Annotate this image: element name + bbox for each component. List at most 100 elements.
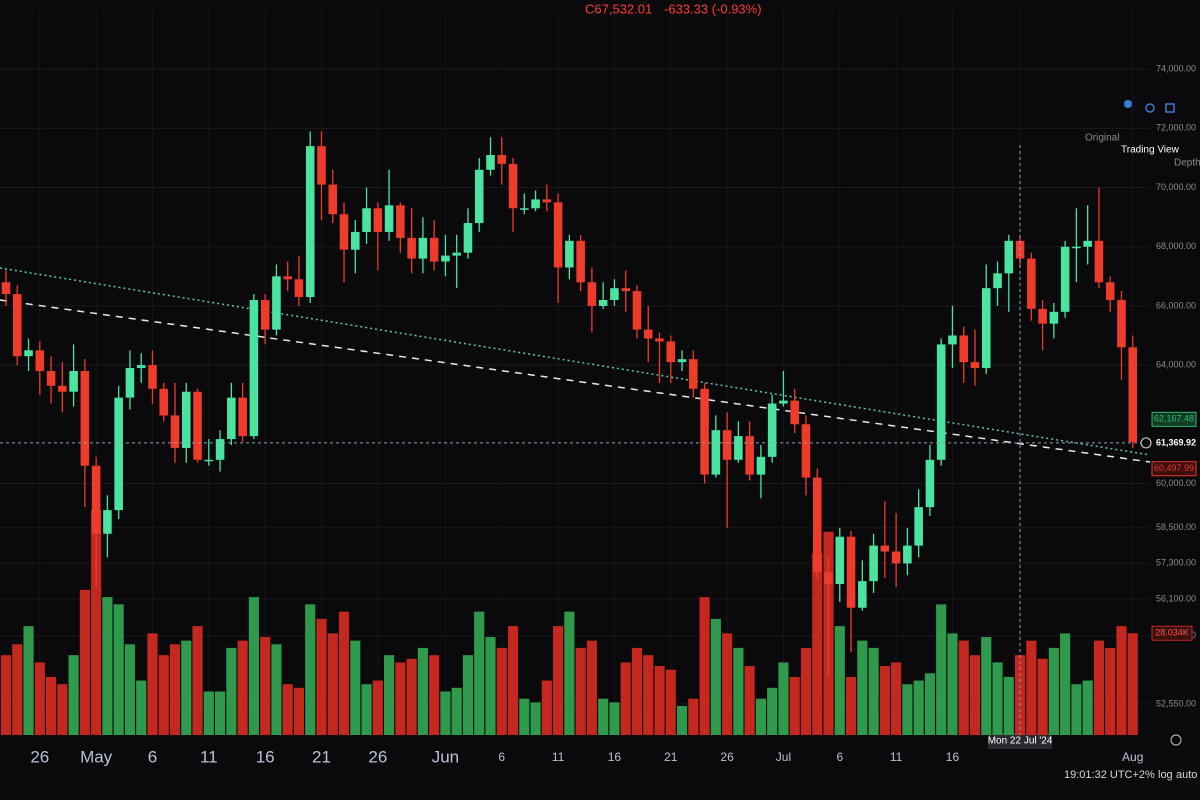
price-label-box: [1151, 411, 1197, 427]
volume-bar: [857, 640, 868, 735]
candle-body: [734, 436, 743, 460]
candle-body: [136, 365, 146, 369]
crosshair-label-box: [988, 733, 1053, 749]
candle-body: [1038, 308, 1047, 324]
toolbar-icons: [1124, 100, 1175, 113]
candle-body: [204, 459, 214, 462]
candle-body: [69, 371, 78, 392]
candle-body: [1060, 246, 1070, 312]
volume-bar: [1037, 658, 1048, 735]
candle-body: [925, 459, 935, 508]
scale-button[interactable]: log: [1158, 769, 1173, 781]
header-close: C67,532.01: [585, 1, 652, 16]
candle-body: [181, 391, 191, 448]
trend-line: [0, 299, 1151, 463]
x-tick-label: 16: [256, 747, 275, 766]
volume-bar: [789, 676, 800, 735]
volume-bar: [879, 666, 890, 735]
x-tick-label: 21: [664, 750, 678, 764]
candle-body: [981, 288, 991, 369]
view-tab[interactable]: Trading View: [1121, 145, 1180, 156]
volume-bar: [271, 644, 282, 735]
candle-body: [1128, 347, 1138, 443]
candle-body: [858, 581, 867, 608]
x-tick-label: 16: [608, 750, 622, 764]
candle-body: [396, 205, 405, 238]
candle-body: [46, 371, 56, 386]
volume-bar: [958, 640, 969, 735]
volume-bar: [474, 611, 485, 735]
volume-bar: [812, 553, 823, 735]
volume-bar: [192, 626, 203, 735]
candle-body: [227, 397, 236, 440]
volume-bar: [102, 597, 113, 735]
candle-body: [790, 400, 799, 425]
price-label-box: [1151, 461, 1197, 477]
volume-bar: [316, 618, 327, 735]
volume-bar: [755, 698, 766, 735]
candle-body: [756, 456, 766, 475]
x-tick-label: Aug: [1122, 750, 1143, 764]
volume-bar: [440, 691, 451, 735]
volume-bar: [1093, 640, 1105, 735]
scale-button[interactable]: auto: [1176, 769, 1197, 781]
candle-body: [846, 536, 856, 608]
candle-body: [238, 397, 247, 437]
volume-bar: [710, 618, 721, 735]
volume-bar: [350, 640, 361, 735]
volume-bar: [147, 633, 158, 735]
volume-bar: [215, 691, 226, 735]
x-tick-label: 11: [890, 750, 903, 764]
icon: [1124, 100, 1132, 108]
x-tick-label: May: [80, 747, 113, 766]
volume-bar: [733, 647, 744, 735]
y-tick-label: 74,000.00: [1156, 64, 1196, 74]
candle-body: [520, 208, 529, 210]
volume-bar: [553, 626, 564, 735]
candle-body: [148, 365, 157, 389]
view-tab[interactable]: Depth: [1174, 158, 1200, 169]
candle-body: [474, 169, 484, 224]
icon[interactable]: [1145, 103, 1155, 113]
candle-body: [91, 465, 101, 534]
volume-bar: [327, 633, 338, 735]
candle-body: [170, 415, 180, 448]
x-tick-label: 21: [312, 747, 331, 766]
candle-body: [632, 291, 642, 330]
scale-button[interactable]: %: [1145, 769, 1155, 781]
settings-icon[interactable]: [1170, 734, 1182, 746]
volume-bar: [564, 611, 575, 735]
volume-bar: [936, 604, 947, 735]
candle-body: [1094, 240, 1104, 283]
candle-body: [869, 545, 878, 582]
candle-body: [159, 388, 169, 416]
x-tick-label: 6: [836, 750, 843, 764]
candle-body: [103, 510, 112, 534]
candle-body: [824, 572, 833, 585]
candle-body: [272, 276, 281, 330]
candle-body: [1083, 240, 1092, 247]
volume-bar: [361, 684, 372, 735]
y-tick-label: 68,000.00: [1156, 241, 1196, 251]
candle-body: [35, 350, 45, 372]
volume-bar: [507, 626, 519, 735]
y-tick-label: 58,500.00: [1156, 522, 1196, 532]
y-tick-label: 52,550.00: [1156, 698, 1196, 708]
candle-body: [429, 237, 439, 262]
volume-bar: [676, 705, 688, 735]
candle-body: [1027, 258, 1036, 309]
volume-bar: [834, 626, 845, 735]
overlay: 28.034K 62,167.48 61,369.92 60,497.99: [0, 145, 1197, 735]
x-tick-label: 26: [368, 747, 387, 766]
volume-bar: [1014, 655, 1026, 735]
volume-bar: [384, 655, 395, 735]
candle-body: [880, 545, 890, 552]
view-tab[interactable]: Original: [1085, 133, 1119, 144]
icon[interactable]: [1165, 103, 1175, 113]
volume-bar: [699, 597, 710, 735]
volume-bar: [203, 691, 214, 735]
x-tick-label: Jun: [432, 747, 459, 766]
candle-body: [801, 424, 811, 478]
